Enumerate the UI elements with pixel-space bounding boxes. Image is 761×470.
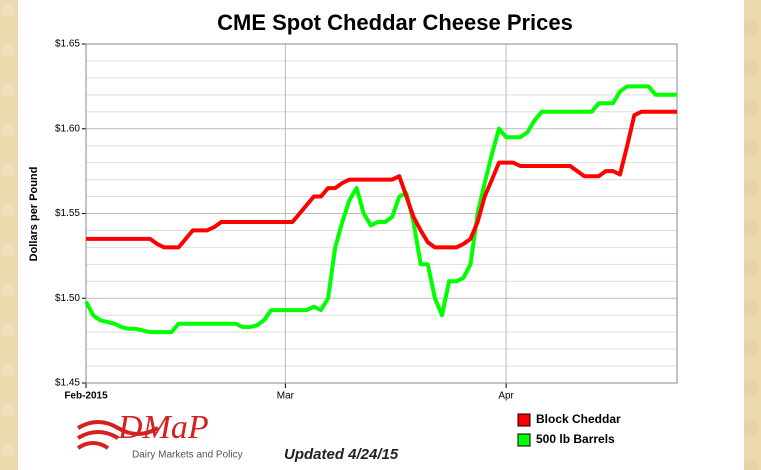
legend-label: 500 lb Barrels [536,432,615,446]
chart-title: CME Spot Cheddar Cheese Prices [217,10,573,35]
plot-border [85,43,678,384]
update-note: Updated 4/24/15 [284,446,399,463]
legend-swatch [517,413,531,427]
x-tick-label: Mar [277,391,295,402]
legend-swatch [517,433,531,447]
y-axis-label: Dollars per Pound [28,167,40,262]
x-tick-label: Apr [498,391,514,402]
logo-name: DMaP [117,409,209,446]
y-tick-label: $1.45 [55,378,80,389]
logo: DMaP Dairy Markets and Policy [76,409,243,461]
series-line [84,84,677,335]
y-tick-label: $1.50 [55,293,80,304]
y-tick-label: $1.60 [55,123,80,134]
series-line [86,109,677,250]
logo-tagline: Dairy Markets and Policy [132,450,243,461]
logo-wave [76,441,110,450]
legend-label: Block Cheddar [536,412,621,426]
logo-wave [76,430,120,440]
y-tick-label: $1.55 [55,208,80,219]
y-tick-label: $1.65 [55,39,80,50]
logo-wave [76,420,160,436]
x-tick-label: Feb-2015 [64,391,108,402]
